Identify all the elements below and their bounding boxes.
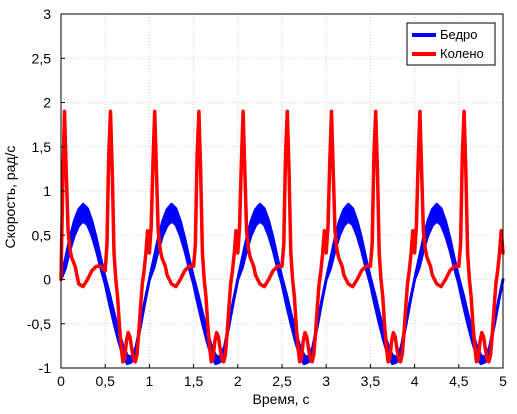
y-tick-label: 1,5 (32, 139, 52, 155)
grid (60, 13, 504, 369)
x-tick-label: 4 (411, 373, 419, 389)
x-tick-label: 1 (146, 373, 154, 389)
x-tick-label: 1,5 (184, 373, 204, 389)
y-tick-label: 3 (43, 6, 51, 22)
y-tick-label: -1 (39, 360, 52, 376)
x-tick-label: 4,5 (449, 373, 469, 389)
x-tick-label: 2,5 (272, 373, 292, 389)
legend-label-knee: Колено (440, 46, 484, 61)
legend: Бедро Колено (406, 22, 496, 66)
y-tick-label: 0 (43, 272, 51, 288)
axis-ticks: 0 0,5 1 1,5 2 2,5 3 3,5 4 4,5 5 -1 -0,5 0 0,5 1 1,5 2 2,5 3 (27, 6, 507, 389)
x-tick-label: 3,5 (361, 373, 381, 389)
x-axis-label: Время, с (253, 391, 310, 407)
legend-box (406, 22, 496, 66)
y-tick-label: 0,5 (32, 227, 52, 243)
x-tick-label: 3 (322, 373, 330, 389)
x-tick-label: 0 (57, 373, 65, 389)
y-axis-label: Скорость, рад/с (2, 146, 18, 249)
y-tick-label: -0,5 (27, 316, 51, 332)
y-tick-label: 2 (43, 95, 51, 111)
y-tick-label: 2,5 (32, 50, 52, 66)
legend-label-hip: Бедро (440, 27, 478, 42)
plot-frame (60, 13, 504, 369)
y-tick-label: 1 (43, 183, 51, 199)
x-tick-label: 5 (499, 373, 507, 389)
x-tick-label: 0,5 (95, 373, 115, 389)
series-line-knee (59, 109, 505, 364)
x-tick-label: 2 (234, 373, 242, 389)
